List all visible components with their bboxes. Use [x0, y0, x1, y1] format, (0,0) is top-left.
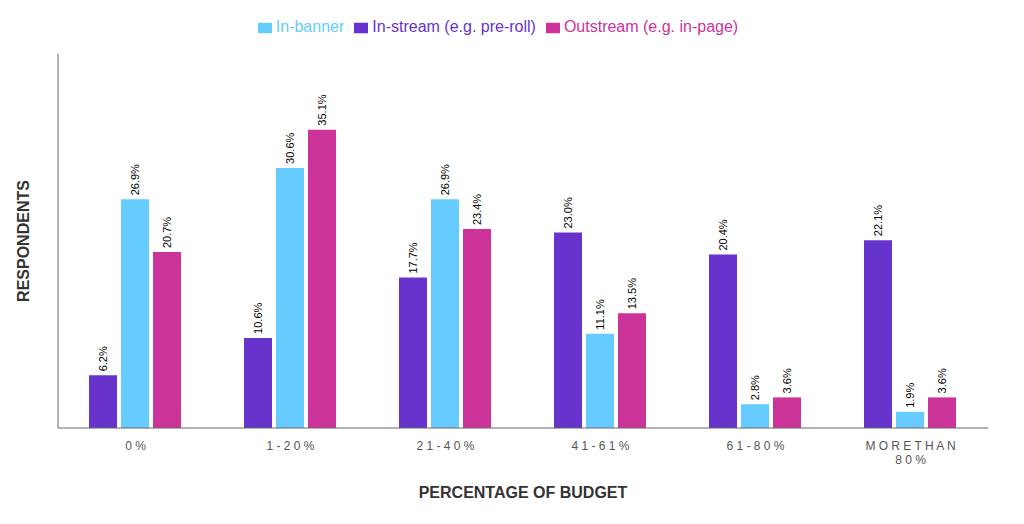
html-text:Outstream (e.g. in-page): Outstream (e.g. in-page) [563, 18, 739, 35]
svg-text:23.4%: 23.4% [471, 194, 483, 225]
svg-text:M O R E T H A N8 0 %: M O R E T H A N8 0 % [865, 439, 955, 467]
html-text:In-banner: In-banner [275, 18, 345, 35]
svg-text:RESPONDENTS: RESPONDENTS [15, 180, 32, 302]
svg-text:20.4%: 20.4% [717, 219, 729, 250]
svg-text:PERCENTAGE OF BUDGET: PERCENTAGE OF BUDGET [419, 484, 628, 501]
svg-text:10.6%: 10.6% [252, 302, 264, 333]
svg-text:3.6%: 3.6% [781, 368, 793, 393]
svg-text:23.0%: 23.0% [562, 197, 574, 228]
svg-text:35.1%: 35.1% [316, 94, 328, 125]
html-text:In-stream (e.g. pre-roll): In-stream (e.g. pre-roll) [372, 18, 536, 35]
svg-text:2.8%: 2.8% [749, 375, 761, 400]
svg-text:17.7%: 17.7% [407, 242, 419, 273]
svg-text:6.2%: 6.2% [97, 346, 109, 371]
svg-text:30.6%: 30.6% [284, 132, 296, 163]
svg-text:4 1 - 6 1 %: 4 1 - 6 1 % [571, 439, 629, 453]
svg-text:26.9%: 26.9% [439, 164, 451, 195]
svg-text:22.1%: 22.1% [872, 205, 884, 236]
svg-text:1.9%: 1.9% [904, 383, 916, 408]
svg-text:2 1 - 4 0 %: 2 1 - 4 0 % [416, 439, 474, 453]
svg-text:6 1 - 8 0 %: 6 1 - 8 0 % [726, 439, 784, 453]
svg-text:26.9%: 26.9% [129, 164, 141, 195]
svg-text:0 %: 0 % [125, 439, 146, 453]
svg-text:20.7%: 20.7% [161, 217, 173, 248]
svg-text:11.1%: 11.1% [594, 299, 606, 330]
svg-text:13.5%: 13.5% [626, 278, 638, 309]
svg-text:3.6%: 3.6% [936, 368, 948, 393]
svg-text:1 - 2 0 %: 1 - 2 0 % [266, 439, 314, 453]
